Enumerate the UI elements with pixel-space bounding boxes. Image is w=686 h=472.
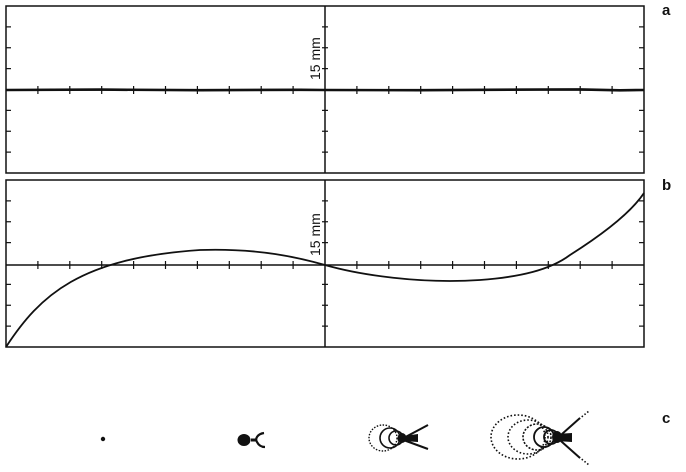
panel-a-scale-label: 15 mm (307, 37, 323, 80)
panel-b-scale-label: 15 mm (307, 213, 323, 256)
shape-stage-2 (237, 431, 266, 449)
panel-b: 15 mm (5, 179, 645, 348)
panel-b-ticks (6, 200, 644, 327)
panel-b-label: b (662, 177, 672, 194)
shape-stage-1 (100, 436, 106, 442)
shape-stage-3 (368, 424, 429, 452)
shape-stage-4 (490, 410, 590, 466)
panel-c (100, 410, 590, 466)
panel-a-trace (5, 88, 645, 92)
panel-a-label: a (662, 2, 671, 19)
panel-c-label: c (662, 410, 671, 427)
panel-a: 15 mm (5, 5, 645, 174)
panel-b-trace (5, 192, 645, 348)
